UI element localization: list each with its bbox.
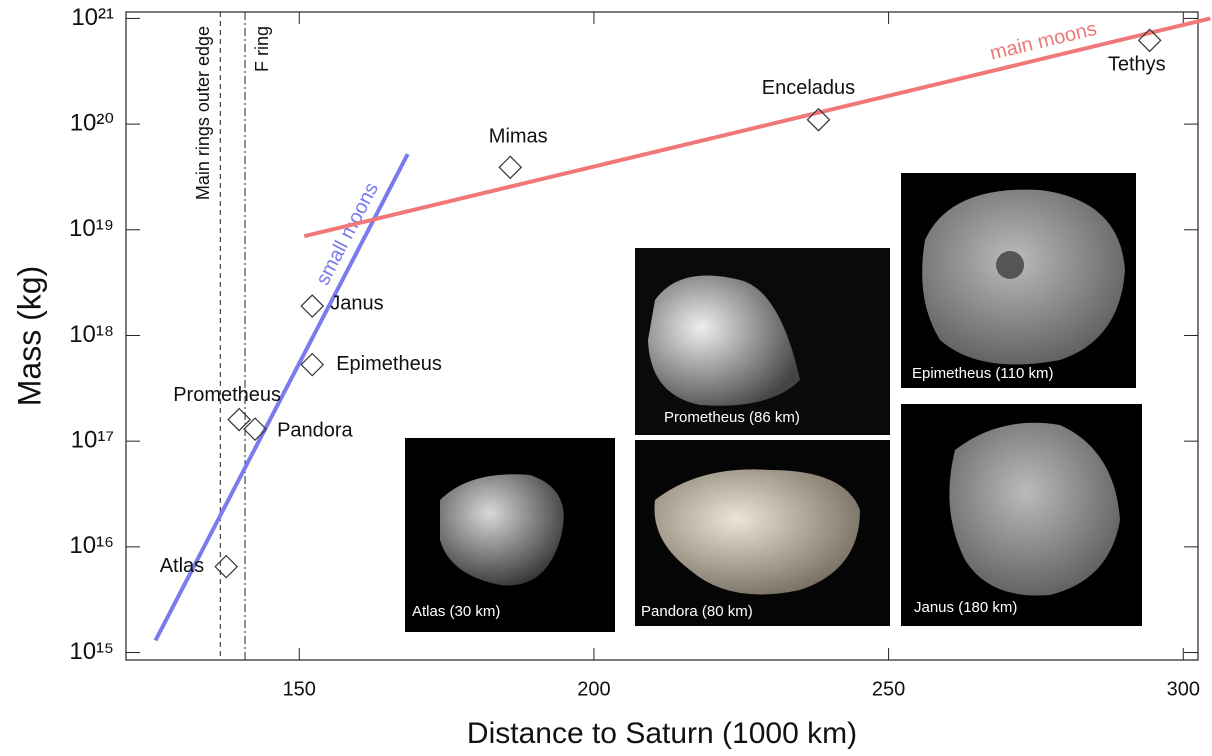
y-tick-label: 10¹⁵ (69, 638, 114, 665)
x-tick-label: 300 (1167, 678, 1200, 700)
y-tick-label: 10²¹ (71, 4, 114, 31)
data-point (1137, 28, 1162, 53)
point-label: Tethys (1108, 54, 1166, 76)
data-point (806, 107, 831, 132)
point-label: Janus (330, 292, 383, 314)
moon-shape (440, 474, 564, 586)
x-tick-label: 200 (577, 678, 610, 700)
photo-caption: Epimetheus (110 km) (912, 365, 1053, 382)
reference-label: F ring (252, 26, 272, 72)
data-point (243, 417, 267, 441)
photo-caption: Pandora (80 km) (641, 603, 753, 620)
trend-line (303, 16, 1211, 239)
point-label: Mimas (489, 126, 548, 148)
y-tick-label: 10¹⁸ (69, 321, 114, 348)
moon-shape (949, 422, 1120, 596)
x-axis-label: Distance to Saturn (1000 km) (467, 717, 857, 750)
data-point (300, 294, 325, 318)
photo-caption: Janus (180 km) (914, 599, 1017, 616)
point-label: Atlas (160, 555, 204, 577)
plot-frame (125, 11, 1199, 661)
moon-shape (648, 275, 800, 406)
moon-shape (654, 469, 860, 595)
point-label: Epimetheus (336, 353, 442, 375)
point-label: Enceladus (762, 77, 855, 99)
data-point (300, 352, 325, 377)
trend-line (153, 153, 410, 642)
y-tick-label: 10¹⁶ (69, 532, 114, 559)
y-tick-label: 10²⁰ (70, 109, 114, 136)
data-point (227, 407, 252, 432)
y-tick-label: 10¹⁹ (69, 215, 114, 242)
point-label: Prometheus (173, 384, 281, 406)
crater (996, 251, 1024, 279)
photo-caption: Prometheus (86 km) (664, 409, 800, 426)
data-point (498, 155, 523, 180)
point-label: Pandora (277, 419, 353, 441)
x-tick-label: 150 (283, 678, 316, 700)
x-tick-label: 250 (872, 678, 905, 700)
moon-shape (922, 189, 1125, 365)
reference-label: Main rings outer edge (193, 26, 213, 200)
y-tick-label: 10¹⁷ (71, 427, 114, 454)
y-axis-label: Mass (kg) (11, 266, 47, 406)
photo-caption: Atlas (30 km) (412, 603, 500, 620)
data-point (214, 554, 239, 579)
moon-photos (405, 173, 1142, 632)
